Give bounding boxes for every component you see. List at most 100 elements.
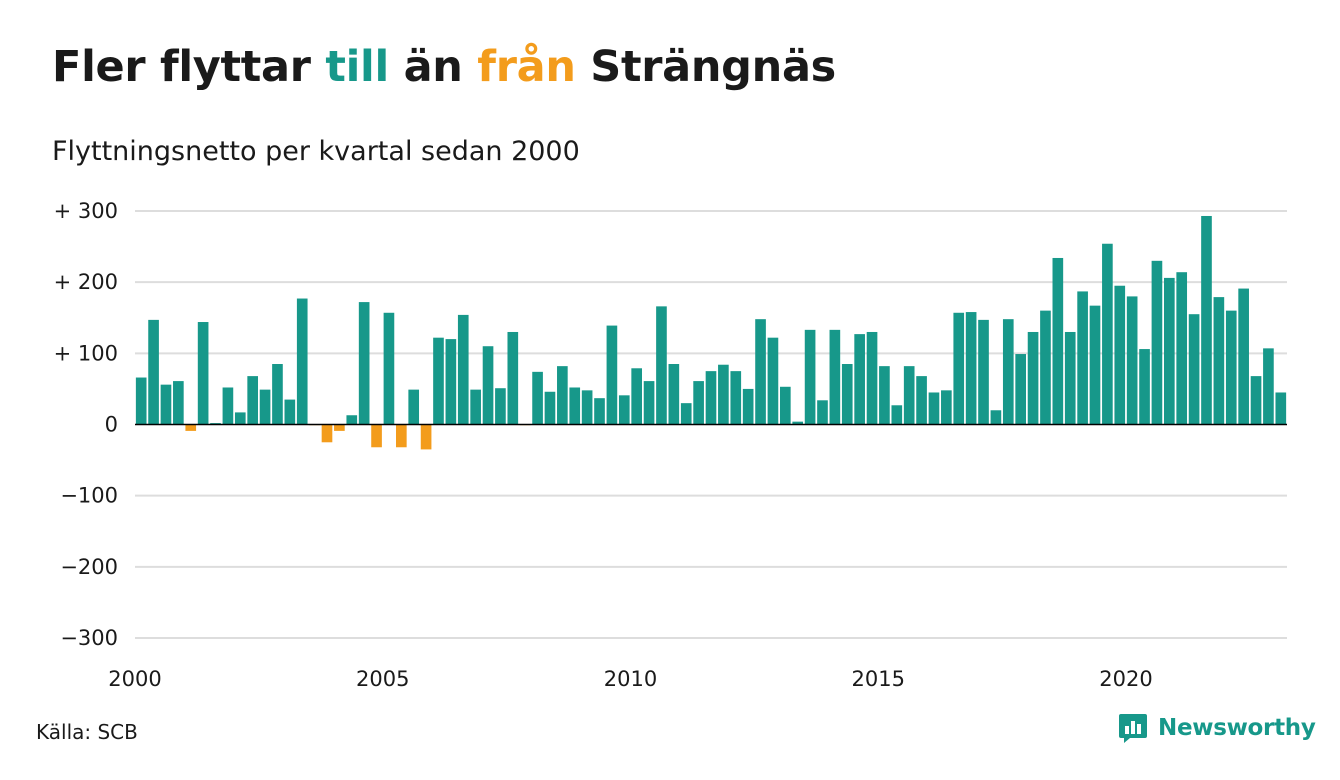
bar-positive (866, 331, 878, 425)
bar-positive (272, 364, 283, 425)
y-tick-label: −300 (60, 626, 118, 650)
bar-positive (544, 391, 556, 425)
bar-positive (346, 415, 358, 425)
bar-positive (1201, 215, 1212, 425)
bar-positive (296, 298, 308, 425)
bar-positive (953, 312, 965, 425)
bar-negative (185, 424, 197, 431)
title-text-negative: från (477, 42, 576, 92)
bar-positive (680, 403, 692, 425)
x-tick-label: 2010 (604, 667, 657, 691)
bar-positive (408, 389, 420, 425)
title-text-3: Strängnäs (575, 42, 836, 92)
bar-positive (965, 312, 977, 425)
bar-positive (656, 306, 667, 425)
bar-positive (767, 337, 779, 425)
bar-positive (693, 381, 704, 425)
bar-positive (557, 366, 568, 425)
bar-positive (495, 388, 506, 425)
bar-positive (792, 421, 804, 425)
bar-positive (718, 364, 729, 425)
source-note: Källa: SCB (36, 720, 138, 744)
bar-positive (457, 314, 469, 425)
x-axis-tick-labels: 2000 2005 2010 2015 2020 (108, 667, 1152, 691)
bar-positive (668, 364, 680, 425)
y-tick-label: + 200 (54, 270, 118, 294)
bar-positive (742, 388, 754, 425)
bar-positive (1275, 392, 1287, 425)
x-tick-label: 2005 (356, 667, 409, 691)
bar-positive (1126, 296, 1138, 425)
y-tick-label: 0 (105, 413, 118, 437)
bar-positive (730, 371, 742, 425)
bar-positive (234, 412, 246, 425)
bar-positive (1139, 349, 1150, 425)
bar-positive (891, 405, 903, 425)
bar-positive (755, 319, 766, 425)
bar-positive (160, 384, 172, 425)
bar-positive (445, 339, 457, 425)
bars (135, 215, 1287, 450)
bar-positive (1015, 354, 1026, 425)
bar-positive (978, 319, 989, 425)
bar-positive (780, 386, 791, 425)
bar-negative (371, 424, 382, 448)
bar-positive (569, 387, 581, 425)
bar-positive (482, 346, 494, 425)
bar-positive (1176, 272, 1188, 425)
title-text-positive: till (325, 42, 389, 92)
bar-positive (854, 334, 865, 425)
bar-positive (173, 381, 184, 425)
bar-positive (247, 376, 258, 425)
bar-positive (1188, 314, 1200, 425)
y-tick-label: + 100 (54, 341, 118, 365)
bar-positive (532, 371, 543, 425)
bar-positive (1238, 288, 1249, 425)
bar-positive (1040, 310, 1051, 425)
brand-name: Newsworthy (1158, 715, 1316, 741)
bar-positive (916, 376, 927, 425)
chart-subtitle: Flyttningsnetto per kvartal sedan 2000 (52, 136, 580, 167)
x-tick-label: 2015 (851, 667, 904, 691)
bar-positive (829, 329, 841, 425)
newsworthy-logo-icon (1119, 714, 1147, 743)
title-text-1: Fler flyttar (52, 42, 326, 92)
bar-positive (259, 389, 271, 425)
bar-positive (433, 337, 444, 425)
bar-positive (358, 302, 370, 425)
bar-positive (1213, 297, 1225, 425)
bar-positive (631, 368, 642, 425)
chart-title: Fler flyttar till än från Strängnäs (52, 42, 836, 92)
bar-positive (1089, 305, 1101, 425)
bar-negative (396, 424, 407, 448)
x-tick-label: 2020 (1099, 667, 1152, 691)
bar-positive (1027, 331, 1039, 425)
bar-negative (321, 424, 333, 443)
bar-positive (1114, 285, 1126, 425)
bar-positive (1002, 319, 1014, 425)
x-tick-label: 2000 (108, 667, 161, 691)
bar-positive (594, 398, 605, 425)
bar-positive (581, 390, 593, 425)
brand-logo: Newsworthy (1118, 712, 1316, 744)
bar-positive (1250, 376, 1262, 425)
bar-positive (383, 312, 395, 425)
bar-positive (941, 390, 952, 425)
y-tick-label: −100 (60, 484, 118, 508)
bar-positive (222, 387, 234, 425)
grid-lines (135, 210, 1287, 639)
bar-positive (1077, 291, 1088, 425)
bar-positive (1263, 348, 1274, 425)
bar-positive (841, 364, 853, 425)
bar-negative (420, 424, 432, 450)
bar-positive (197, 322, 209, 425)
bar-positive (606, 325, 618, 425)
bar-positive (1102, 243, 1113, 425)
y-tick-label: −200 (60, 555, 118, 579)
bar-positive (135, 377, 147, 425)
bar-positive (928, 392, 940, 425)
bar-positive (804, 329, 816, 425)
bar-positive (817, 400, 828, 425)
bar-positive (148, 319, 159, 425)
